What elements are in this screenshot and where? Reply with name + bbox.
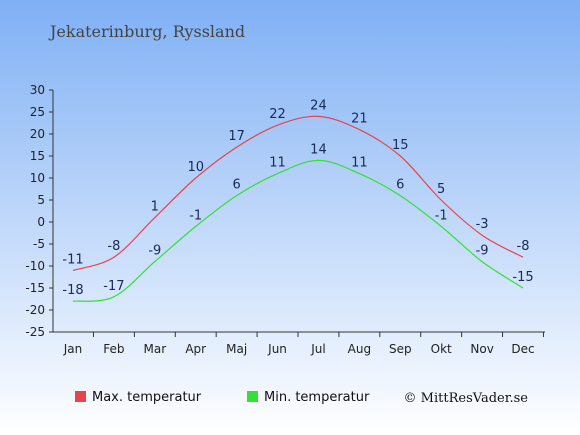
min-data-label: 11 <box>269 156 286 171</box>
x-tick-label: Okt <box>431 342 452 356</box>
max-data-label: 21 <box>351 112 368 127</box>
min-data-label: -18 <box>62 283 83 298</box>
max-data-label: -11 <box>62 252 83 267</box>
max-data-label: 24 <box>310 98 327 113</box>
max-data-label: 17 <box>228 129 245 144</box>
max-data-label: 5 <box>437 182 445 197</box>
credit-text: © MittResVader.se <box>404 391 529 406</box>
y-tick-label: 10 <box>30 171 45 185</box>
max-data-label: -3 <box>476 217 489 232</box>
legend-label-min: Min. temperatur <box>264 390 370 405</box>
y-tick-label: 30 <box>30 83 45 97</box>
min-data-label: 6 <box>396 178 404 193</box>
min-data-label: -1 <box>435 208 448 223</box>
y-tick-label: -5 <box>33 237 45 251</box>
y-tick-label: 5 <box>37 193 45 207</box>
y-tick-label: -10 <box>25 259 45 273</box>
max-data-label: 22 <box>269 107 286 122</box>
y-tick-label: -15 <box>25 281 45 295</box>
min-data-label: -1 <box>189 208 202 223</box>
min-data-label: -9 <box>476 244 489 259</box>
x-tick-label: Aug <box>348 342 371 356</box>
min-data-label: -17 <box>103 279 124 294</box>
x-tick-label: Jun <box>267 342 287 356</box>
max-data-label: -8 <box>107 239 120 254</box>
x-tick-label: Jul <box>310 342 325 356</box>
legend-swatch-max <box>75 391 86 402</box>
x-tick-label: Nov <box>470 342 493 356</box>
x-tick-label: Dec <box>511 342 534 356</box>
max-data-label: 10 <box>187 160 204 175</box>
y-tick-label: 20 <box>30 127 45 141</box>
max-data-label: 15 <box>392 138 409 153</box>
x-tick-label: Mar <box>143 342 166 356</box>
min-data-label: 6 <box>232 178 240 193</box>
min-data-label: 14 <box>310 142 327 157</box>
min-data-label: -15 <box>512 270 533 285</box>
y-tick-label: 25 <box>30 105 45 119</box>
min-data-label: -9 <box>148 244 161 259</box>
legend-swatch-min <box>247 391 258 402</box>
max-temperature-line <box>72 115 524 271</box>
x-tick-label: Sep <box>389 342 412 356</box>
legend-label-max: Max. temperatur <box>92 390 202 405</box>
x-tick-label: Jan <box>63 342 83 356</box>
y-tick-label: 0 <box>37 215 45 229</box>
x-tick-label: Apr <box>185 342 206 356</box>
y-tick-label: 15 <box>30 149 45 163</box>
max-data-label: 1 <box>151 200 159 215</box>
chart-title: Jekaterinburg, Ryssland <box>48 22 245 41</box>
y-tick-label: -25 <box>25 325 45 339</box>
legend: Max. temperatur Min. temperatur <box>75 390 370 405</box>
max-data-label: -8 <box>517 239 530 254</box>
y-tick-label: -20 <box>25 303 45 317</box>
min-data-label: 11 <box>351 156 368 171</box>
min-temperature-line <box>72 159 524 302</box>
data-labels: -11 -8 1 10 17 22 24 21 15 5 -3 -8 -18 -17 -9 -1 6 11 14 11… <box>62 98 533 298</box>
x-tick-label: Maj <box>226 342 247 356</box>
x-tick-label: Feb <box>103 342 124 356</box>
series-lines <box>72 115 524 302</box>
